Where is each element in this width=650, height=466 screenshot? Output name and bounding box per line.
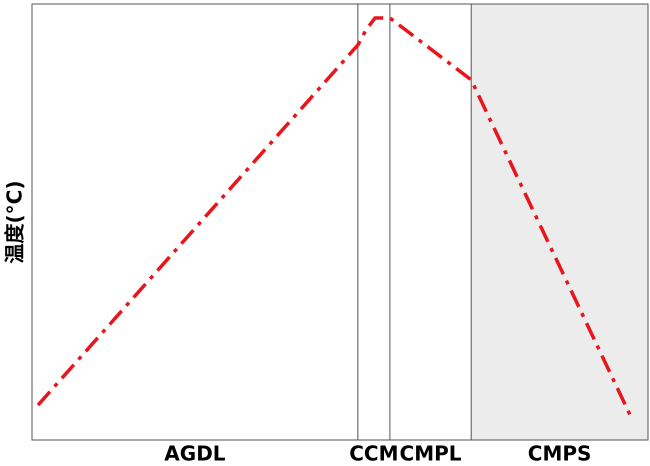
region-label: CCM: [349, 442, 398, 466]
plot-frame: [31, 3, 649, 441]
y-axis-label: 温度(°C): [3, 181, 27, 264]
region-label: AGDL: [164, 442, 225, 466]
region-label: CMPS: [528, 442, 592, 466]
region-label: CMPL: [400, 442, 462, 466]
shaded-region: [471, 4, 648, 440]
temperature-line: [36, 16, 632, 416]
